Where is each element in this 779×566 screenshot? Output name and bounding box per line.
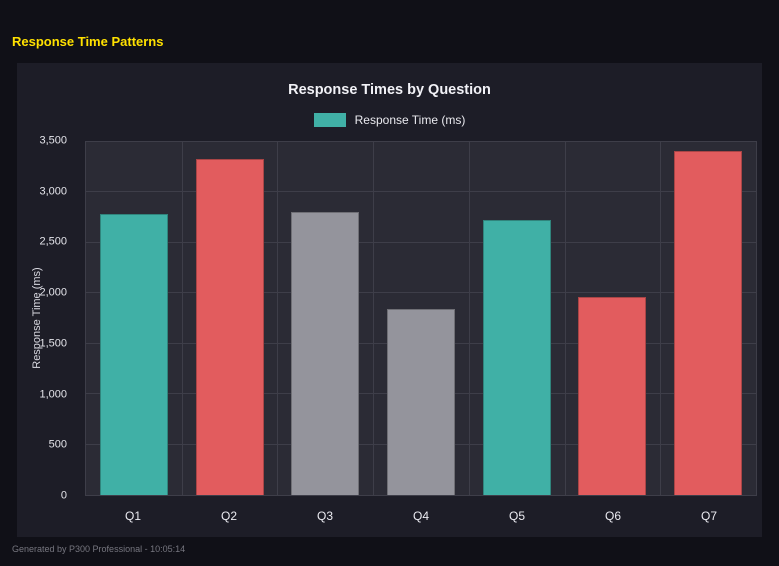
x-axis-label-q6: Q6 bbox=[604, 509, 621, 523]
y-axis-ticks: 0 500 1,000 1,500 2,000 2,500 3,000 3,500 bbox=[17, 135, 75, 501]
page-title: Response Time Patterns bbox=[12, 34, 164, 49]
x-axis-label-q4: Q4 bbox=[412, 509, 429, 523]
bar-q3[interactable] bbox=[291, 211, 360, 495]
h-gridline bbox=[86, 292, 756, 294]
y-tick-label: 2,000 bbox=[39, 286, 67, 299]
chart-title: Response Times by Question bbox=[288, 82, 491, 98]
x-axis-label-q3: Q3 bbox=[316, 509, 333, 523]
legend-label: Response Time (ms) bbox=[354, 113, 466, 127]
bar-column-q1 bbox=[86, 142, 182, 495]
x-axis-label-q5: Q5 bbox=[508, 509, 525, 523]
x-axis-labels: Q1 Q2 Q3 Q4 Q5 Q6 Q7 bbox=[85, 504, 757, 528]
chart-card: Response Times by Question Response Time… bbox=[17, 63, 762, 537]
v-gridline bbox=[277, 142, 279, 495]
bar-column-q2 bbox=[182, 142, 278, 495]
v-gridline bbox=[181, 142, 183, 495]
x-axis-label-q2: Q2 bbox=[220, 509, 237, 523]
bar-q7[interactable] bbox=[674, 151, 743, 495]
bar-q2[interactable] bbox=[195, 159, 264, 495]
legend-swatch bbox=[313, 113, 346, 127]
v-gridline bbox=[373, 142, 375, 495]
x-axis-label-q7: Q7 bbox=[700, 509, 717, 523]
bar-q4[interactable] bbox=[387, 308, 455, 495]
v-gridline bbox=[660, 142, 662, 495]
y-tick-label: 2,500 bbox=[39, 235, 67, 248]
bar-column-q4 bbox=[373, 142, 469, 495]
h-gridline bbox=[86, 241, 756, 243]
legend[interactable]: Response Time (ms) bbox=[17, 113, 762, 127]
footer-text: Generated by P300 Professional - 10:05:1… bbox=[12, 544, 186, 554]
x-axis-label-q1: Q1 bbox=[124, 509, 141, 523]
bar-q1[interactable] bbox=[99, 213, 168, 495]
h-gridline bbox=[86, 191, 756, 193]
y-tick-label: 0 bbox=[60, 489, 67, 502]
bar-q5[interactable] bbox=[482, 219, 551, 495]
bars-row bbox=[86, 142, 756, 495]
y-tick-label: 1,500 bbox=[39, 337, 67, 350]
bar-column-q6 bbox=[565, 142, 661, 495]
bar-column-q7 bbox=[660, 142, 756, 495]
y-tick-label: 1,000 bbox=[39, 388, 67, 401]
y-tick-label: 500 bbox=[48, 438, 67, 451]
y-tick-label: 3,500 bbox=[39, 134, 67, 147]
v-gridline bbox=[468, 142, 470, 495]
bar-column-q5 bbox=[469, 142, 565, 495]
plot-area bbox=[85, 141, 757, 496]
v-gridline bbox=[564, 142, 566, 495]
y-tick-label: 3,000 bbox=[39, 185, 67, 198]
bar-column-q3 bbox=[277, 142, 373, 495]
bar-q6[interactable] bbox=[578, 297, 647, 495]
